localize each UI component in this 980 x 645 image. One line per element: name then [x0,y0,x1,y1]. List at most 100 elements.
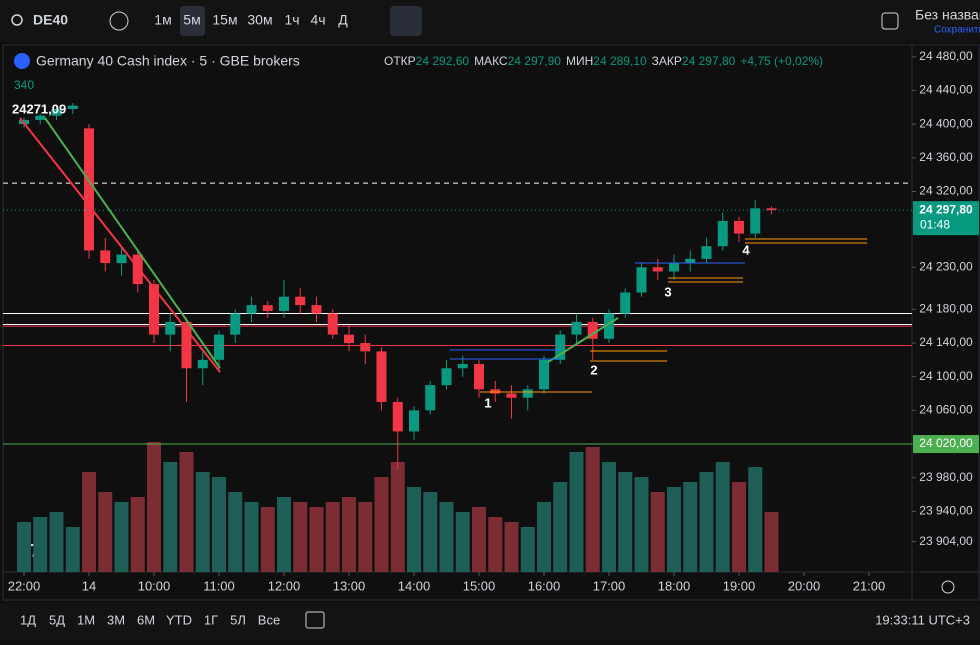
layout-name[interactable]: Без назван [915,7,980,23]
volume-bar [748,467,763,572]
volume-bar [390,462,405,572]
x-tick-label: 11:00 [203,578,235,593]
volume-bar [49,512,64,572]
volume-bar [130,497,145,572]
candle-body [734,220,744,234]
candle-body [262,305,273,312]
candle [587,317,598,360]
candle-body [652,267,663,272]
interval[interactable]: 5м [183,12,200,28]
candle [181,317,192,402]
candle-body [295,296,306,306]
annotation: 24271,09 [12,101,66,116]
candle [100,237,111,272]
candle [360,334,371,365]
interval[interactable]: 1м [154,12,171,28]
candle-body [441,368,452,386]
candle-body [766,208,777,211]
y-tick-label: 24 480,00 [919,49,973,63]
interval[interactable]: Д [338,12,348,28]
candle [67,103,78,115]
range-button[interactable]: 5Л [230,612,246,627]
range-button[interactable]: 1Д [20,612,36,627]
add-symbol[interactable] [109,11,129,31]
y-tick-label: 24 140,00 [919,335,973,349]
volume-bar [423,492,438,572]
candle-body [344,334,354,344]
legend-title: Germany 40 Cash index · 5 · GBE brokers [36,53,300,69]
interval[interactable]: 4ч [310,12,325,28]
candle [701,237,712,264]
x-tick-label: 20:00 [788,578,821,593]
volume-bar [195,472,210,572]
range-button[interactable]: 1Г [204,612,218,627]
range-button[interactable]: 6М [137,612,155,627]
candle-body [717,220,728,247]
candle-body [327,313,338,335]
chart-style[interactable] [390,6,422,36]
volume-bar [407,487,421,572]
volume-bar [277,497,291,572]
interval[interactable]: 1ч [284,12,299,28]
candle [311,296,322,322]
legend-value: МИН [566,54,593,68]
candle [246,296,257,322]
date-range-icon[interactable] [305,611,325,629]
annotation: 2 [590,362,597,377]
y-tick-label: 24 230,00 [919,259,973,273]
symbol[interactable]: DE40 [33,12,68,28]
x-tick-label: 13:00 [333,578,366,593]
interval[interactable]: 30м [247,12,272,28]
candle [165,313,176,352]
candle-body [425,385,436,411]
range-button[interactable]: 1М [77,612,95,627]
legend-value: +4,75 (+0,02%) [740,54,823,68]
range-button[interactable]: 3М [107,612,125,627]
interval[interactable]: 15м [212,12,237,28]
candle-body [685,258,696,264]
x-tick-label: 22:00 [8,578,41,593]
legend-value: МАКС [474,54,508,68]
y-tick-label: 24 180,00 [919,302,973,316]
volume-label: 340 [14,78,34,92]
candle [571,313,582,344]
range-button[interactable]: Все [258,612,280,627]
candle [474,359,484,398]
volume-bar [82,472,96,572]
candle [376,347,387,411]
candle-body [750,208,761,234]
y-tick-label: 24 440,00 [919,83,973,97]
search-icon[interactable] [11,14,23,26]
candle-body [35,115,46,120]
candle-body [84,128,94,251]
candle [116,246,127,276]
save[interactable]: Сохранить [934,25,980,36]
range-button[interactable]: YTD [166,612,192,627]
settings-icon[interactable] [941,580,955,594]
candle [35,114,46,125]
volume-bar [569,452,584,572]
candle [230,309,241,344]
layout-icon[interactable] [881,12,899,30]
candle [636,263,647,297]
candle-body [669,263,679,272]
candle [262,300,273,318]
candle-body [701,246,712,259]
volume-bar [537,502,551,572]
candle [506,385,517,419]
volume-bar [683,482,698,572]
y-tick-label: 24 360,00 [919,150,973,164]
y-tick-label: 24 320,00 [919,184,973,198]
candle [327,309,338,339]
x-tick-label: 21:00 [853,578,886,593]
legend-value: 24 289,10 [593,54,647,68]
candle-body [587,321,598,339]
trend-line [547,317,619,363]
candle [669,254,679,280]
candle-body [51,108,62,116]
volume-bar [472,507,486,572]
candle-body [522,389,533,398]
range-button[interactable]: 5Д [49,612,65,627]
